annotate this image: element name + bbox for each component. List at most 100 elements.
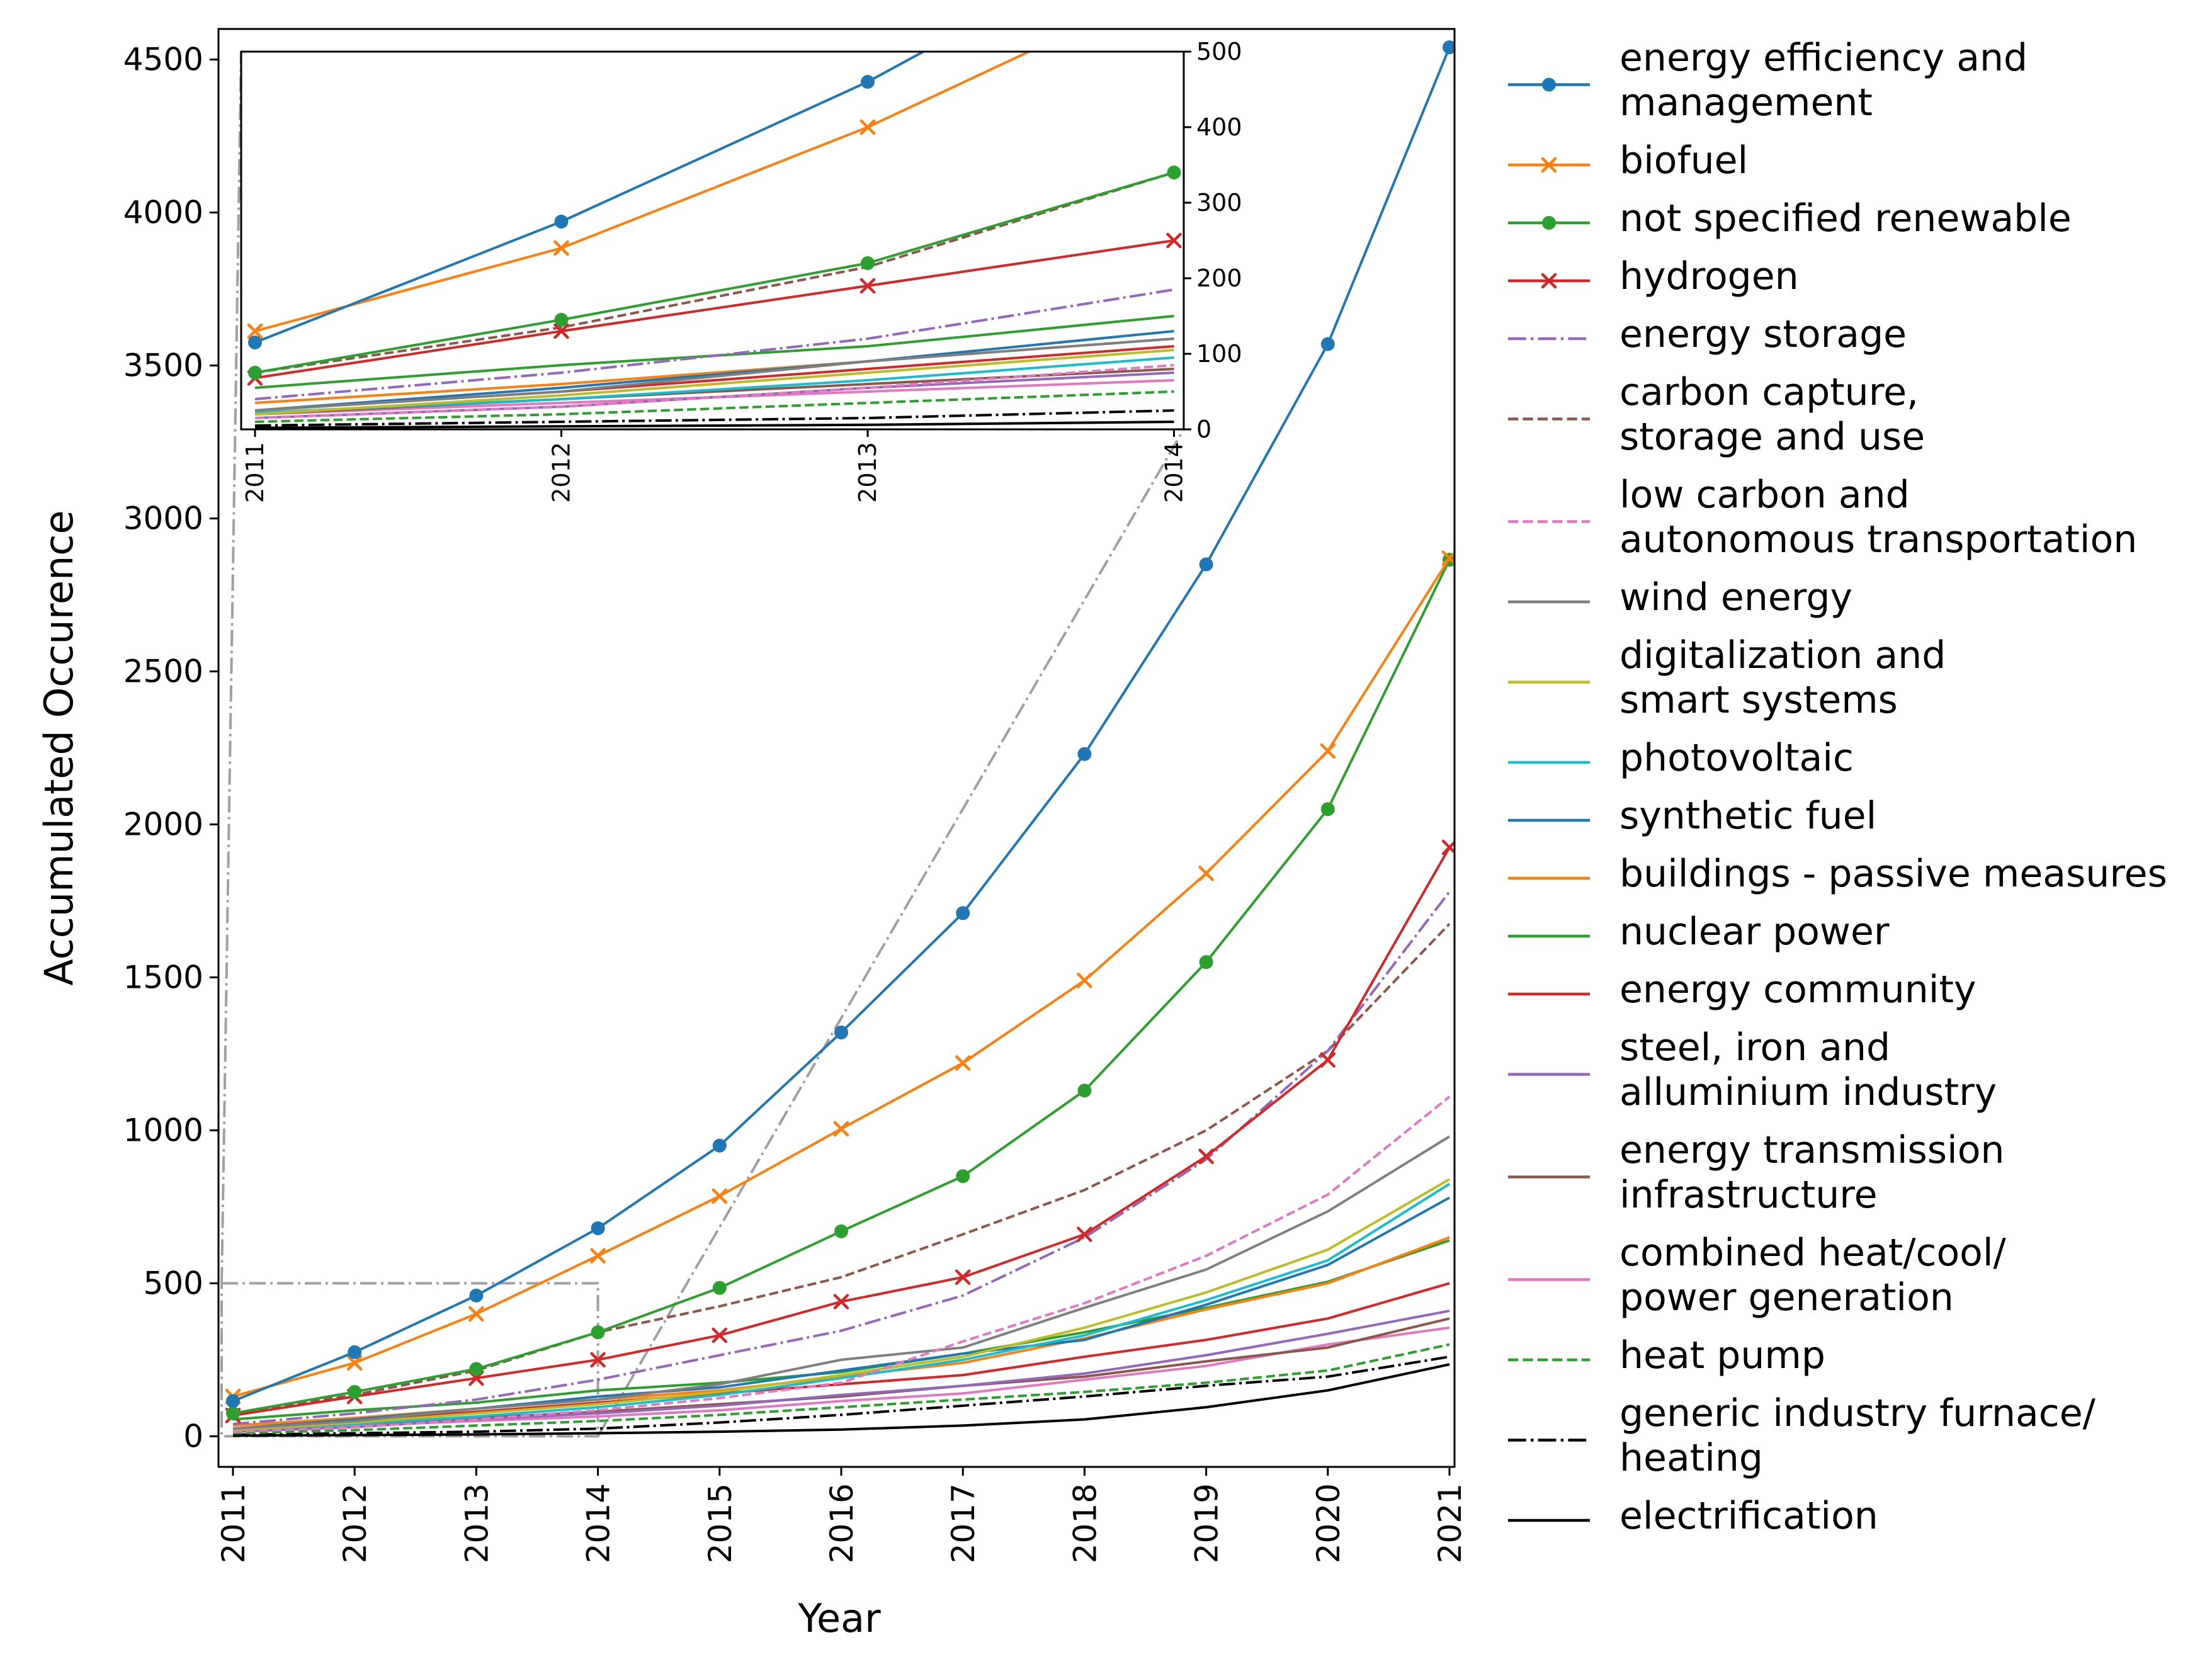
inset-series-line-generic-industry-furnace-heating (254, 409, 1174, 427)
legend-label-energy-transmission-infrastructure: energy transmission infrastructure (1619, 1128, 2004, 1217)
inset-marker-not-specified-renewable-2014 (1167, 166, 1181, 179)
inset-marker-biofuel-2012 (553, 240, 569, 256)
inset-x-tick-label-2012: 2012 (548, 442, 576, 503)
marker-energy-efficiency-and-management-2012 (348, 1345, 362, 1359)
legend-item-electrification: electrification (1508, 1494, 1878, 1538)
marker-not-specified-renewable-2013 (469, 1362, 484, 1376)
series-line-digitalization-and-smart-systems (232, 1178, 1451, 1432)
legend-item-energy-transmission-infrastructure: energy transmission infrastructure (1508, 1128, 2004, 1217)
legend-label-generic-industry-furnace-heating: generic industry furnace/heating (1619, 1391, 2096, 1480)
zoom-connector-right (596, 428, 1185, 1437)
marker-energy-efficiency-and-management-2019 (1199, 557, 1213, 572)
x-axis-label: Year (797, 1595, 881, 1641)
marker-biofuel-2017 (955, 1055, 971, 1071)
series-line-heat-pump (232, 1343, 1450, 1435)
marker-not-specified-renewable-2018 (1077, 1083, 1092, 1098)
legend-item-steel-iron-and-alluminium-industry: steel, iron and alluminium industry (1508, 1026, 1997, 1114)
legend-label-synthetic-fuel: synthetic fuel (1619, 794, 1876, 838)
legend-item-hydrogen: hydrogen (1508, 254, 1799, 298)
legend-label-carbon-capture-storage-and-use: carbon capture, storage and use (1619, 370, 1925, 459)
x-tick-label-2021: 2021 (1432, 1483, 1468, 1563)
inset-y-tick-label-300: 300 (1196, 189, 1242, 217)
series-line-energy-community (232, 1282, 1450, 1430)
zoom-connector-left (220, 51, 242, 1284)
legend-item-heat-pump: heat pump (1508, 1333, 1825, 1377)
x-tick-label-2016: 2016 (824, 1483, 860, 1563)
inset-series-line-electrification (254, 421, 1174, 429)
marker-not-specified-renewable-2019 (1199, 955, 1213, 970)
marker-energy-efficiency-and-management-2011 (226, 1394, 240, 1408)
legend-marker-hydrogen (1541, 273, 1557, 289)
y-tick-label-500: 500 (144, 1265, 203, 1301)
inset-y-tick-label-200: 200 (1196, 264, 1242, 292)
inset-marker-energy-efficiency-and-management-2011 (248, 336, 262, 349)
marker-energy-efficiency-and-management-2020 (1320, 337, 1335, 351)
inset-series-line-digitalization-and-smart-systems (254, 349, 1174, 416)
legend-item-wind-energy: wind energy (1508, 575, 1852, 619)
main-x-axis: 2011 2012 2013 2014 2015 2016 2017 2018 2019 2020… (215, 1467, 1468, 1563)
inset-series-line-carbon-capture-storage-and-use (254, 171, 1175, 374)
marker-not-specified-renewable-2012 (348, 1384, 362, 1399)
legend-item-generic-industry-furnace-heating: generic industry furnace/heating (1508, 1391, 2096, 1480)
marker-hydrogen-2020 (1320, 1052, 1336, 1068)
inset-marker-energy-efficiency-and-management-2012 (554, 215, 569, 229)
y-tick-label-4500: 4500 (123, 42, 203, 78)
inset-y-tick-label-100: 100 (1196, 340, 1242, 368)
legend-item-digitalization-and-smart-systems: digitalization and smart systems (1508, 633, 1946, 722)
marker-energy-efficiency-and-management-2017 (956, 906, 970, 920)
marker-energy-efficiency-and-management-2014 (591, 1221, 605, 1235)
x-tick-label-2011: 2011 (215, 1483, 252, 1563)
legend-label-low-carbon-and-autonomous-transportation: low carbon and autonomous transportation (1619, 473, 2137, 562)
marker-biofuel-2015 (712, 1188, 728, 1204)
legend-label-energy-efficiency-and-management: energy efficiency and management (1619, 36, 2028, 125)
legend-item-nuclear-power: nuclear power (1508, 910, 1890, 954)
x-tick-label-2013: 2013 (458, 1483, 495, 1563)
marker-energy-efficiency-and-management-2015 (712, 1138, 727, 1153)
x-tick-label-2015: 2015 (702, 1483, 739, 1563)
marker-not-specified-renewable-2015 (712, 1281, 727, 1295)
series-line-low-carbon-and-autonomous-transportation (232, 1095, 1451, 1434)
y-tick-label-3000: 3000 (123, 500, 203, 537)
marker-not-specified-renewable-2016 (834, 1224, 848, 1238)
marker-not-specified-renewable-2014 (591, 1325, 605, 1340)
y-tick-label-4000: 4000 (123, 195, 203, 231)
inset-marker-hydrogen-2014 (1166, 232, 1182, 249)
marker-biofuel-2020 (1320, 743, 1336, 759)
x-tick-label-2012: 2012 (337, 1483, 373, 1563)
inset-series-line-not-specified-renewable (254, 171, 1175, 374)
y-tick-label-0: 0 (183, 1418, 203, 1454)
marker-hydrogen-2019 (1198, 1148, 1214, 1164)
legend-item-combined-heat-cool-power-generation: combined heat/cool/power generation (1508, 1231, 2007, 1320)
inset-series-line-hydrogen (254, 239, 1174, 380)
inset-series-line-heat-pump (254, 390, 1174, 423)
y-tick-label-1500: 1500 (123, 959, 203, 995)
legend-item-not-specified-renewable: not specified renewable (1508, 196, 2072, 240)
legend-label-electrification: electrification (1619, 1494, 1878, 1538)
marker-hydrogen-2018 (1077, 1226, 1092, 1242)
legend-label-heat-pump: heat pump (1619, 1333, 1825, 1377)
inset-series-line-synthetic-fuel (254, 330, 1174, 412)
inset-y-tick-label-0: 0 (1196, 416, 1211, 443)
inset-series-line-biofuel (254, 52, 1032, 332)
legend-label-digitalization-and-smart-systems: digitalization and smart systems (1619, 633, 1946, 722)
legend-item-biofuel: biofuel (1508, 139, 1748, 183)
inset-y-tick-label-400: 400 (1196, 113, 1242, 141)
marker-hydrogen-2016 (833, 1294, 849, 1309)
legend-label-energy-community: energy community (1619, 968, 1976, 1012)
inset-marker-not-specified-renewable-2011 (248, 366, 262, 380)
inset-series-line-energy-efficiency-and-management (254, 52, 926, 344)
legend-label-hydrogen: hydrogen (1619, 254, 1799, 298)
marker-biofuel-2013 (468, 1306, 484, 1322)
series-line-carbon-capture-storage-and-use (232, 923, 1451, 1415)
series-line-wind-energy (232, 1135, 1451, 1430)
series-line-electrification (232, 1363, 1450, 1437)
legend-label-energy-storage: energy storage (1619, 312, 1907, 356)
x-tick-label-2018: 2018 (1067, 1483, 1103, 1563)
inset-background (241, 52, 1184, 429)
inset-marker-biofuel-2011 (247, 323, 263, 339)
inset-series-line-energy-storage (254, 288, 1174, 400)
y-axis-label: Accumulated Occurence (36, 510, 82, 985)
inset-x-axis: 2011 2012 2013 2014 (241, 429, 1188, 503)
legend-item-low-carbon-and-autonomous-transportation: low carbon and autonomous transportation (1508, 473, 2137, 562)
legend-marker-not-specified-renewable (1542, 216, 1556, 230)
